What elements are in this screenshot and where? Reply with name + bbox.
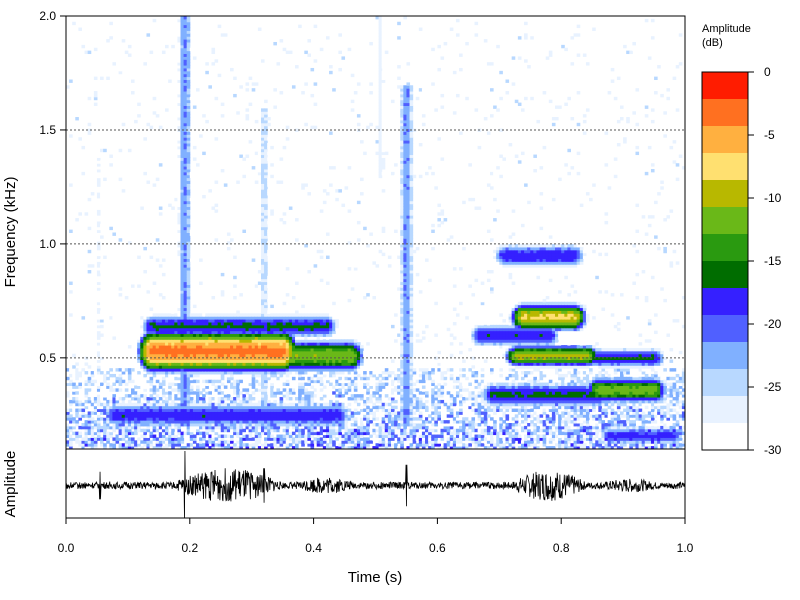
x-tick-label: 0.0 — [58, 541, 75, 555]
waveform-path — [66, 450, 685, 518]
x-tick-label: 1.0 — [677, 541, 694, 555]
y-tick-label: 1.0 — [39, 237, 56, 251]
x-tick-label: 0.8 — [553, 541, 570, 555]
x-tick-label: 0.6 — [429, 541, 446, 555]
y-tick-label: 1.5 — [39, 123, 56, 137]
waveform-trace — [66, 450, 685, 518]
x-axis-title: Time (s) — [348, 569, 402, 586]
colorbar-tick-label: -10 — [764, 191, 782, 205]
colorbar-tick-label: 0 — [764, 65, 771, 79]
x-axis-ticks: 0.0 0.2 0.4 0.6 0.8 1.0 — [58, 518, 694, 555]
y-axis-title: Frequency (kHz) — [2, 177, 19, 288]
y-axis-ticks: 0.5 1.0 1.5 2.0 — [39, 9, 66, 365]
spectrogram-heatmap — [66, 16, 685, 449]
y-tick-label: 0.5 — [39, 351, 56, 365]
x-tick-label: 0.4 — [305, 541, 322, 555]
waveform-frame — [65, 448, 686, 519]
colorbar-ticks: 0 -5 -10 -15 -20 -25 -30 — [748, 65, 782, 457]
waveform-axis-title: Amplitude — [2, 451, 19, 518]
colorbar-tick-label: -20 — [764, 317, 782, 331]
colorbar-tick-label: -15 — [764, 254, 782, 268]
colorbar — [701, 71, 749, 451]
y-tick-label: 2.0 — [39, 9, 56, 23]
legend-title-line1: Amplitude — [702, 23, 751, 35]
grid-lines — [66, 129, 685, 359]
legend-title-line2: (dB) — [702, 37, 723, 49]
x-tick-label: 0.2 — [181, 541, 198, 555]
colorbar-tick-label: -25 — [764, 380, 782, 394]
colorbar-legend: Amplitude (dB) 0 -5 -10 -15 -20 -25 -30 — [701, 23, 782, 457]
colorbar-tick-label: -5 — [764, 128, 775, 142]
colorbar-tick-label: -30 — [764, 443, 782, 457]
